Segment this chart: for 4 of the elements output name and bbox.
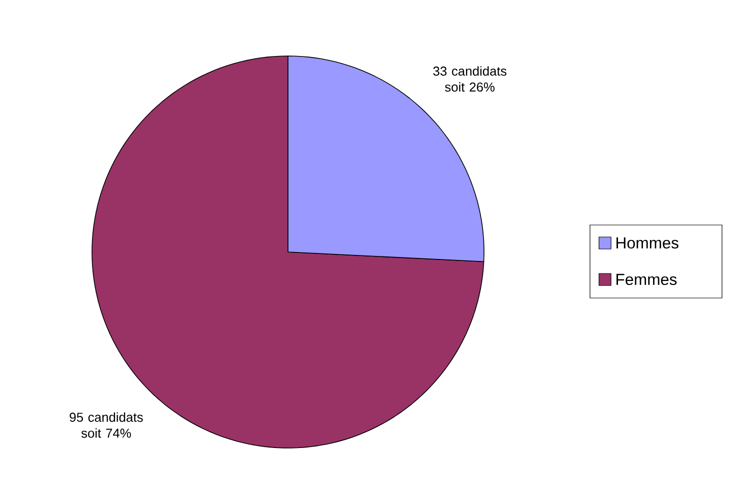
data-label: 95 candidats soit 74% (70, 412, 143, 438)
data-label: 33 candidats soit 26% (433, 66, 506, 92)
legend-label: Femmes (616, 274, 677, 286)
legend-label: Hommes (616, 237, 678, 249)
